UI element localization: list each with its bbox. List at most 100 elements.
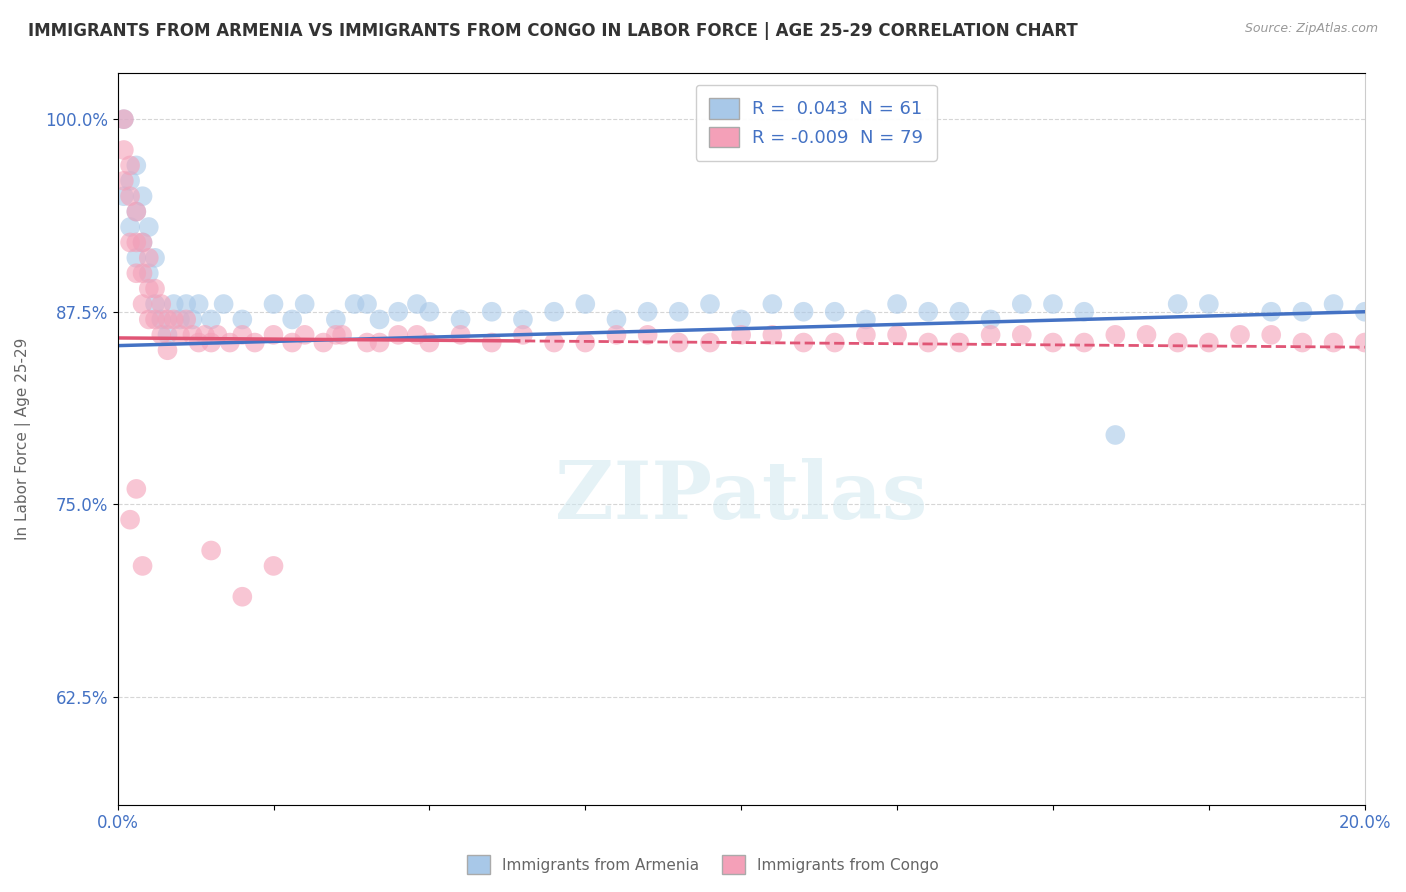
Point — [112, 112, 135, 127]
Point — [824, 335, 846, 350]
Point — [181, 327, 204, 342]
Point — [450, 312, 472, 326]
Point — [200, 312, 222, 326]
Y-axis label: In Labor Force | Age 25-29: In Labor Force | Age 25-29 — [15, 338, 31, 540]
Point — [169, 327, 191, 342]
Point — [112, 174, 135, 188]
Point — [605, 312, 627, 326]
Point — [131, 235, 153, 250]
Point — [125, 204, 148, 219]
Point — [187, 297, 209, 311]
Point — [1260, 304, 1282, 318]
Point — [1354, 304, 1376, 318]
Point — [231, 327, 253, 342]
Point — [131, 558, 153, 573]
Point — [150, 327, 173, 342]
Point — [793, 335, 815, 350]
Point — [150, 297, 173, 311]
Point — [120, 158, 142, 172]
Point — [112, 143, 135, 157]
Point — [637, 327, 659, 342]
Legend: Immigrants from Armenia, Immigrants from Congo: Immigrants from Armenia, Immigrants from… — [461, 849, 945, 880]
Point — [1198, 297, 1220, 311]
Point — [387, 304, 409, 318]
Point — [125, 204, 148, 219]
Point — [131, 266, 153, 280]
Point — [163, 297, 186, 311]
Point — [418, 335, 440, 350]
Point — [1291, 335, 1313, 350]
Point — [231, 590, 253, 604]
Point — [125, 158, 148, 172]
Point — [1167, 297, 1189, 311]
Point — [294, 327, 316, 342]
Point — [917, 335, 939, 350]
Point — [138, 220, 160, 235]
Point — [174, 297, 197, 311]
Point — [481, 335, 503, 350]
Point — [450, 327, 472, 342]
Point — [343, 297, 366, 311]
Point — [263, 297, 285, 311]
Point — [138, 251, 160, 265]
Point — [699, 335, 721, 350]
Point — [218, 335, 240, 350]
Point — [605, 327, 627, 342]
Point — [120, 235, 142, 250]
Point — [212, 297, 235, 311]
Point — [263, 558, 285, 573]
Text: ZIPatlas: ZIPatlas — [555, 458, 928, 536]
Point — [1104, 327, 1126, 342]
Point — [1198, 335, 1220, 350]
Point — [980, 327, 1002, 342]
Point — [330, 327, 353, 342]
Point — [948, 335, 970, 350]
Point — [668, 304, 690, 318]
Point — [356, 297, 378, 311]
Point — [574, 297, 596, 311]
Point — [138, 312, 160, 326]
Point — [761, 297, 783, 311]
Point — [855, 327, 877, 342]
Point — [125, 251, 148, 265]
Point — [512, 312, 534, 326]
Point — [481, 304, 503, 318]
Point — [200, 543, 222, 558]
Point — [406, 327, 429, 342]
Point — [187, 335, 209, 350]
Point — [574, 335, 596, 350]
Point — [980, 312, 1002, 326]
Point — [143, 282, 166, 296]
Point — [356, 335, 378, 350]
Point — [125, 482, 148, 496]
Point — [163, 312, 186, 326]
Point — [637, 304, 659, 318]
Point — [281, 335, 304, 350]
Point — [1260, 327, 1282, 342]
Point — [125, 235, 148, 250]
Legend: R =  0.043  N = 61, R = -0.009  N = 79: R = 0.043 N = 61, R = -0.009 N = 79 — [696, 85, 936, 161]
Point — [156, 343, 179, 358]
Text: Source: ZipAtlas.com: Source: ZipAtlas.com — [1244, 22, 1378, 36]
Point — [1011, 297, 1033, 311]
Point — [824, 304, 846, 318]
Point — [231, 312, 253, 326]
Point — [406, 297, 429, 311]
Point — [730, 327, 752, 342]
Point — [112, 112, 135, 127]
Point — [156, 327, 179, 342]
Point — [131, 189, 153, 203]
Point — [131, 235, 153, 250]
Point — [143, 251, 166, 265]
Point — [855, 312, 877, 326]
Point — [263, 327, 285, 342]
Point — [1042, 335, 1064, 350]
Point — [1073, 304, 1095, 318]
Point — [174, 312, 197, 326]
Point — [730, 312, 752, 326]
Point — [1073, 335, 1095, 350]
Point — [150, 312, 173, 326]
Point — [1104, 428, 1126, 442]
Point — [368, 312, 391, 326]
Point — [325, 312, 347, 326]
